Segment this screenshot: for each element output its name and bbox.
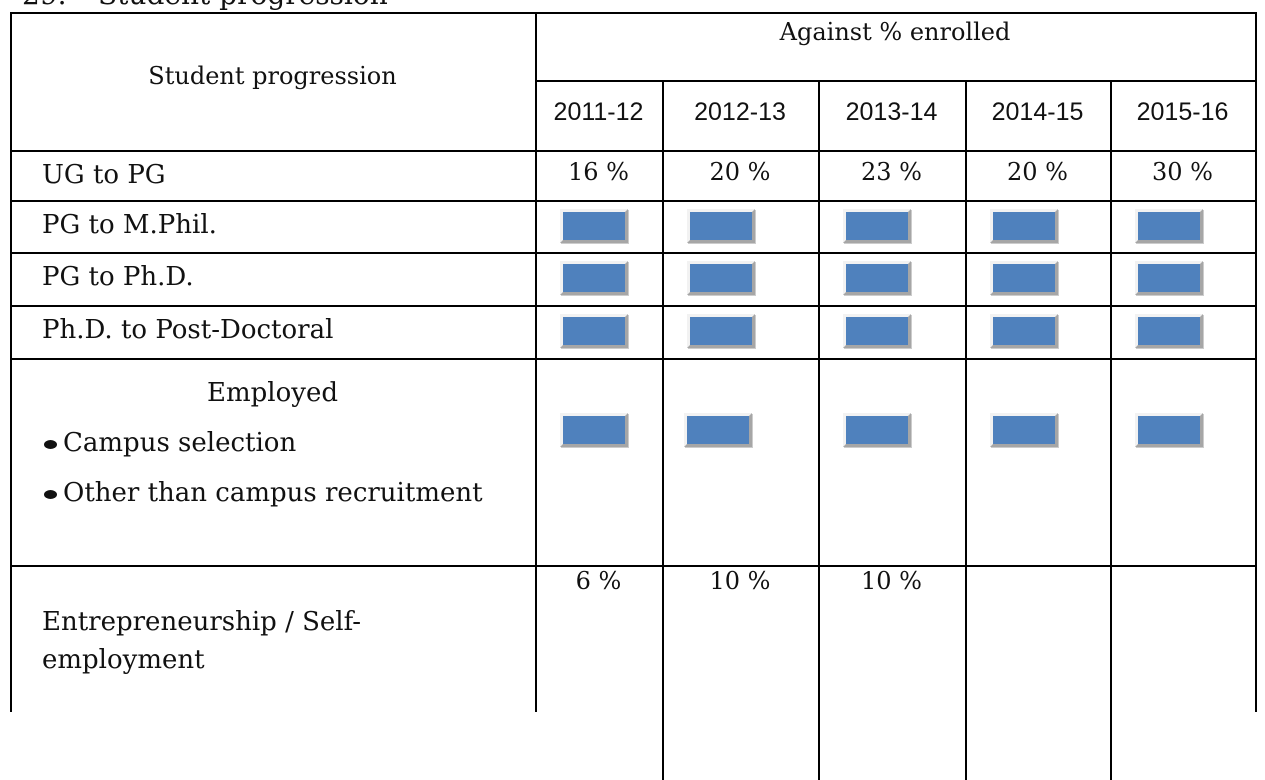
page: 29. Student progression Student progress… bbox=[10, 0, 1257, 780]
year-header: 2012-13 bbox=[694, 98, 786, 126]
item-text: Other than campus recruitment bbox=[63, 478, 483, 508]
form-field bbox=[843, 261, 911, 295]
form-field bbox=[990, 314, 1058, 348]
form-field bbox=[843, 314, 911, 348]
form-field bbox=[990, 209, 1058, 243]
form-field bbox=[1135, 209, 1203, 243]
border bbox=[10, 12, 1257, 14]
border bbox=[818, 80, 820, 780]
border bbox=[10, 565, 1257, 567]
form-field bbox=[990, 413, 1058, 447]
cell-value: 16 % bbox=[568, 158, 629, 186]
header-title: Student progression bbox=[148, 62, 397, 90]
cell-value: 6 % bbox=[575, 567, 622, 595]
item-text: Campus selection bbox=[63, 428, 297, 458]
table: Student progression Against % enrolled 201… bbox=[10, 12, 1257, 780]
year-header: 2013-14 bbox=[845, 98, 938, 126]
border bbox=[1110, 80, 1112, 780]
bullet bbox=[44, 439, 57, 449]
form-field bbox=[560, 413, 628, 447]
year-header: 2014-15 bbox=[991, 98, 1084, 126]
row-label: Entrepreneurship / Self-employment bbox=[42, 607, 362, 675]
row-label: PG to Ph.D. bbox=[42, 262, 194, 292]
border bbox=[10, 150, 1257, 152]
border bbox=[1255, 12, 1257, 712]
form-field bbox=[687, 261, 755, 295]
border bbox=[10, 200, 1257, 202]
form-field bbox=[560, 209, 628, 243]
heading-title: Student progression bbox=[98, 0, 388, 11]
bullet-item: Campus selection bbox=[44, 428, 296, 458]
form-field bbox=[560, 314, 628, 348]
border bbox=[535, 80, 1257, 82]
bullet bbox=[44, 489, 57, 499]
heading-number: 29. bbox=[22, 0, 67, 11]
cell-value: 20 % bbox=[709, 158, 771, 186]
cell-value: 30 % bbox=[1152, 158, 1213, 186]
year-header: 2015-16 bbox=[1136, 98, 1229, 126]
row-label: PG to M.Phil. bbox=[42, 210, 217, 240]
border bbox=[662, 80, 664, 780]
bullet-item: Other than campus recruitment bbox=[44, 478, 483, 508]
form-field bbox=[687, 314, 755, 348]
border bbox=[10, 305, 1257, 307]
form-field bbox=[843, 209, 911, 243]
form-field bbox=[990, 261, 1058, 295]
form-field bbox=[843, 413, 911, 447]
form-field bbox=[1135, 261, 1203, 295]
cell-value: 10 % bbox=[861, 567, 922, 595]
form-field bbox=[687, 209, 755, 243]
form-field bbox=[684, 413, 752, 447]
form-field bbox=[1135, 413, 1203, 447]
form-field bbox=[1135, 314, 1203, 348]
row-label: Employed bbox=[207, 378, 338, 408]
cell-value: 23 % bbox=[861, 158, 922, 186]
border bbox=[10, 252, 1257, 254]
form-field bbox=[560, 261, 628, 295]
cell-value: 20 % bbox=[1007, 158, 1068, 186]
border bbox=[965, 80, 967, 780]
row-label: UG to PG bbox=[42, 160, 166, 190]
border bbox=[10, 358, 1257, 360]
row-label: Ph.D. to Post-Doctoral bbox=[42, 315, 334, 345]
border bbox=[10, 12, 12, 712]
cell-value: 10 % bbox=[709, 567, 771, 595]
border bbox=[535, 12, 537, 712]
year-header: 2011-12 bbox=[553, 98, 644, 126]
header-group: Against % enrolled bbox=[779, 18, 1011, 46]
